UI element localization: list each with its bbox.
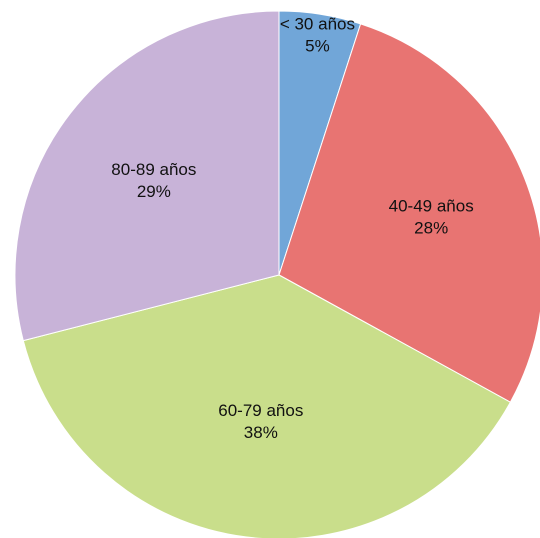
pie-slice-2 xyxy=(22,274,512,538)
pie-labels: < 30 años 5% 40-49 años 28% 60-79 años 38% 80-… xyxy=(111,15,473,443)
pie-slices xyxy=(14,10,540,538)
slice-label-3: 80-89 años xyxy=(111,160,196,179)
slice-value-label-0: 5% xyxy=(305,37,330,56)
pie-slice-1 xyxy=(278,23,540,403)
slice-label-1: 40-49 años xyxy=(389,197,474,216)
slice-value-label-1: 28% xyxy=(414,219,448,238)
slice-value-label-2: 38% xyxy=(244,423,278,442)
slice-label-2: 60-79 años xyxy=(218,401,303,420)
pie-slice-3 xyxy=(14,10,280,342)
slice-label-0: < 30 años xyxy=(280,15,355,34)
slice-value-label-3: 29% xyxy=(137,182,171,201)
